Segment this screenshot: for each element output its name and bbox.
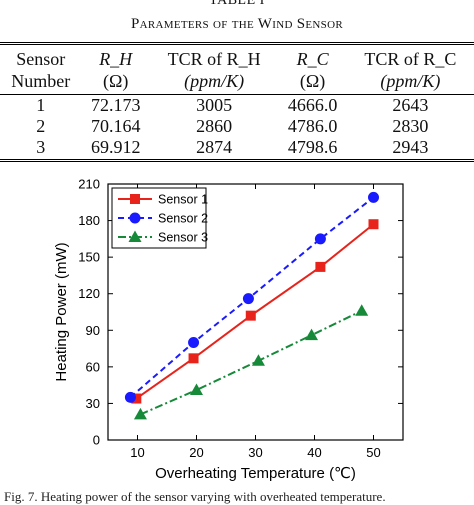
x-tick-label: 20 [189,445,203,460]
header-sensor-number-line2: Number [0,69,82,95]
y-tick-label: 30 [86,396,100,411]
header-rc-label: R_C [296,49,329,69]
table-cell: 72.173 [90,95,141,115]
header-tcr-rc: TCR of R_C [346,42,474,69]
data-point-sensor-1 [368,219,379,230]
table-cell: 2830 [392,116,429,136]
y-tick-label: 90 [86,323,100,338]
data-point-sensor-2 [124,391,136,403]
header-tcr-rh-unit-label: (ppm/K) [184,71,245,91]
legend-marker-sensor-3 [128,230,142,242]
table-cell: 4798.6 [278,137,347,162]
header-rh-label: R_H [99,49,133,69]
table-cell: 3 [0,137,82,162]
data-point-sensor-3 [305,328,319,341]
x-tick-label: 50 [366,445,380,460]
header-rh: R_H [81,42,150,69]
y-axis-label: Heating Power (mW) [53,242,70,381]
data-point-sensor-3 [190,383,203,396]
figure-caption: Fig. 7. Heating power of the sensor vary… [4,489,386,504]
data-point-sensor-2 [368,191,379,203]
legend-label-sensor-1: Sensor 1 [158,193,208,207]
data-point-sensor-2 [242,293,254,305]
y-tick-label: 180 [78,213,100,228]
table-cell: 69.912 [81,137,150,162]
legend-marker-sensor-1 [130,194,140,204]
table-cell: 2 [36,116,46,136]
series-line-sensor-3 [140,309,363,416]
table-cell: 2874 [149,137,279,162]
table-cell: 4666.0 [287,95,338,115]
header-rc: R_C [278,42,347,69]
y-tick-label: 150 [78,250,100,265]
table-cell: 2643 [392,95,429,115]
legend-label-sensor-2: Sensor 2 [158,212,208,226]
y-tick-label: 0 [93,433,100,448]
table-row: 2 70.164 2860 4786.0 2830 [0,116,474,137]
header-tcr-rc-unit: (ppm/K) [346,69,474,95]
table-caption: Parameters of the Wind Sensor [131,16,343,32]
header-rh-unit: (Ω) [81,69,150,95]
parameters-table: Sensor R_H TCR of R_H R_C TCR of R_C Num… [0,42,474,162]
chart-svg: 10 20 30 40 50 0 30 60 90 120 150 180 210 Overheating… [53,177,404,482]
header-sensor-number: Sensor [0,42,82,69]
data-point-sensor-2 [188,336,200,348]
data-point-sensor-1 [188,353,199,364]
header-tcr-rh: TCR of R_H [149,42,279,69]
legend-label-sensor-3: Sensor 3 [158,231,208,245]
table-cell: 70.164 [90,116,141,136]
legend-marker-sensor-2 [129,212,141,224]
data-point-sensor-1 [245,310,256,321]
table-title: TABLE I [209,0,265,8]
data-point-sensor-2 [314,233,326,245]
data-point-sensor-3 [251,354,265,366]
table-cell: 2943 [346,137,474,162]
data-point-sensor-1 [131,393,142,404]
table-cell: 2860 [196,116,233,136]
heating-power-chart: 10 20 30 40 50 0 30 60 90 120 150 180 210 Overheating… [0,170,474,490]
data-point-sensor-3 [355,304,369,316]
x-tick-label: 10 [130,445,144,460]
data-point-sensor-1 [315,261,326,272]
data-point-sensor-3 [133,407,147,420]
y-tick-label: 210 [78,177,100,192]
table-row: 3 69.912 2874 4798.6 2943 [0,137,474,162]
x-tick-label: 30 [248,445,262,460]
header-tcr-rc-unit-label: (ppm/K) [380,71,441,91]
x-axis-label: Overheating Temperature (℃) [155,465,356,482]
y-tick-label: 60 [86,359,100,374]
x-tick-label: 40 [307,445,321,460]
header-rc-unit: (Ω) [278,69,347,95]
table-cell: 4786.0 [287,116,338,136]
header-tcr-rh-unit: (ppm/K) [149,69,279,95]
table-cell: 3005 [196,95,233,115]
y-tick-label: 120 [78,286,100,301]
table-row: 1 72.173 3005 4666.0 2643 [0,95,474,117]
table-cell: 1 [36,95,46,115]
